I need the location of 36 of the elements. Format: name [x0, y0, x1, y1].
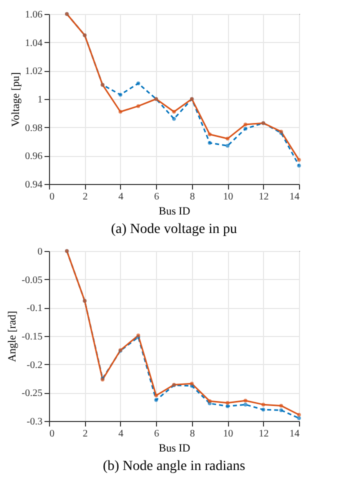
x-tick-label: 6 [154, 192, 160, 202]
y-tick-label: 1.02 [25, 66, 42, 78]
y-tick-label: -0.1 [26, 303, 42, 314]
y-tick-label: 0.94 [25, 180, 42, 190]
x-tick-label: 0 [50, 192, 54, 202]
x-tick-label: 6 [154, 428, 160, 440]
y-tick-label: 1.04 [25, 38, 42, 49]
y-tick-label: 0.96 [25, 151, 42, 162]
x-tick-label: 8 [190, 192, 195, 202]
y-tick-label: -0.25 [22, 388, 42, 400]
x-tick-label: 0 [50, 428, 54, 440]
y-tick-label: 0.98 [25, 122, 42, 134]
x-tick-label: 4 [118, 192, 124, 202]
y-tick-label: 1.06 [25, 10, 42, 20]
text: (b) Node angle in radians [102, 459, 246, 474]
y-tick-label: 1 [38, 94, 42, 106]
y-axis-title: Voltage [pu] [10, 72, 22, 127]
y-tick-label: -0.3 [26, 416, 42, 428]
x-tick-label: 14 [290, 428, 300, 440]
y-tick-label: -0.05 [22, 274, 42, 286]
y-tick-label: -0.15 [22, 332, 42, 342]
x-tick-label: 2 [82, 192, 88, 202]
x-tick-label: 10 [223, 192, 234, 202]
x-tick-label: 12 [258, 192, 269, 202]
x-axis-title: Bus ID [158, 206, 190, 218]
x-tick-label: 12 [258, 428, 269, 440]
y-tick-label: -0.2 [26, 360, 42, 371]
x-tick-label: 4 [118, 428, 124, 440]
x-tick-label: 8 [190, 428, 195, 440]
x-axis-title: Bus ID [158, 442, 190, 454]
x-tick-label: 14 [290, 192, 300, 202]
text: (a) Node voltage in pu [111, 222, 237, 237]
y-axis-title: Angle [rad] [6, 310, 19, 362]
y-tick-label: 0 [38, 246, 42, 258]
x-tick-label: 10 [223, 428, 234, 440]
x-tick-label: 2 [82, 428, 88, 440]
